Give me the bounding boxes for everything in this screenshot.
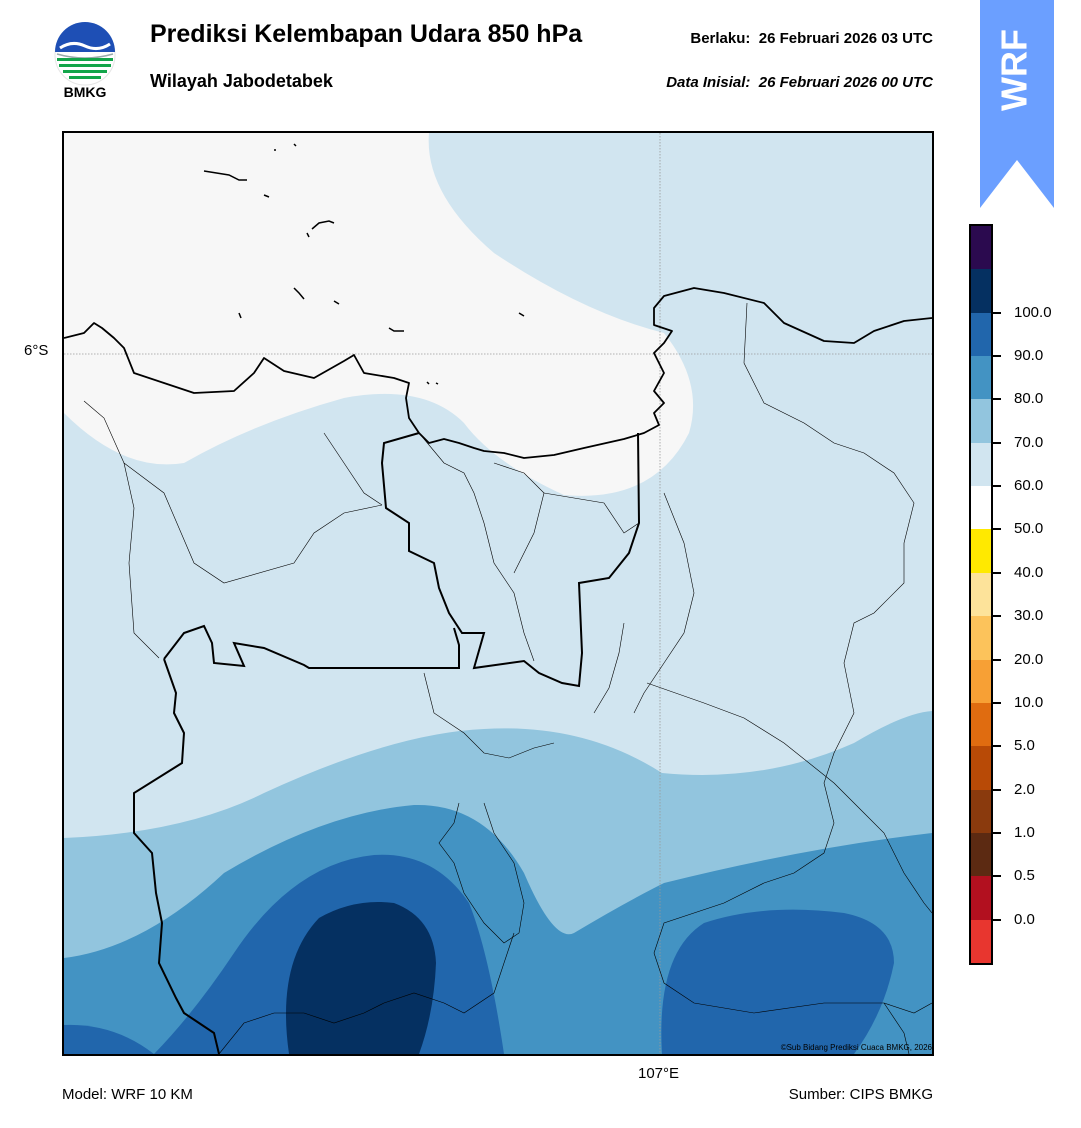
coastline (64, 287, 932, 459)
colorbar-segment (971, 789, 991, 833)
source-label: Sumber: CIPS BMKG (788, 1086, 933, 1103)
colorbar (969, 224, 993, 965)
colorbar-tick-label: 40.0 (1014, 563, 1044, 581)
band-80-90-southwest (64, 1024, 154, 1054)
map-subtitle: Wilayah Jabodetabek (150, 71, 333, 91)
colorbar-segment (971, 312, 991, 357)
province-boundary (380, 432, 641, 688)
colorbar-tick-label: 0.0 (1014, 910, 1035, 928)
thousand-islands (203, 143, 525, 385)
colorbar-segment (971, 875, 991, 920)
bmkg-logo-label: BMKG (63, 84, 107, 100)
colorbar-segment (971, 268, 991, 313)
colorbar-tick-label: 5.0 (1014, 737, 1035, 755)
colorbar-tick (993, 398, 1001, 401)
colorbar-segment (971, 572, 991, 617)
colorbar-segment (971, 702, 991, 747)
colorbar-tick (993, 875, 1001, 878)
longitude-label: 107°E (638, 1065, 680, 1082)
colorbar-tick (993, 528, 1001, 531)
valid-time-label: Berlaku: (690, 30, 751, 47)
colorbar-tick-label: 30.0 (1014, 607, 1044, 625)
band-below-50 (64, 133, 694, 496)
colorbar-tick (993, 788, 1001, 791)
wrf-badge-label: WRF (994, 29, 1035, 111)
colorbar-tick (993, 311, 1001, 314)
colorbar-segment (971, 355, 991, 400)
wrf-badge: WRF (980, 0, 1054, 208)
colorbar-tick (993, 918, 1001, 921)
colorbar-tick (993, 485, 1001, 488)
colorbar-tick (993, 441, 1001, 444)
colorbar-segment (971, 832, 991, 877)
colorbar-segment (971, 659, 991, 703)
colorbar-tick-label: 60.0 (1014, 477, 1044, 495)
bmkg-logo-icon (54, 22, 116, 86)
colorbar-tick-label: 90.0 (1014, 347, 1044, 365)
colorbar-tick-label: 1.0 (1014, 823, 1035, 841)
model-label: Model: WRF 10 KM (62, 1086, 193, 1103)
colorbar-tick-label: 50.0 (1014, 520, 1044, 538)
valid-time-value: 26 Februari 2026 03 UTC (758, 30, 933, 47)
latitude-label: 6°S (24, 342, 49, 359)
band-90-100 (285, 902, 436, 1054)
colorbar-segment (971, 225, 991, 270)
colorbar-segment (971, 398, 991, 443)
colorbar-tick-label: 0.5 (1014, 867, 1035, 885)
colorbar-segment (971, 528, 991, 573)
colorbar-tick-label: 80.0 (1014, 390, 1044, 408)
colorbar-segment (971, 745, 991, 790)
colorbar-tick (993, 658, 1001, 661)
colorbar-tick-label: 10.0 (1014, 693, 1044, 711)
colorbar-segment (971, 485, 991, 530)
colorbar-tick (993, 701, 1001, 704)
init-time-label: Data Inisial: (666, 74, 751, 91)
colorbar-tick (993, 615, 1001, 618)
map-title: Prediksi Kelembapan Udara 850 hPa (150, 20, 583, 48)
band-80-90-east (661, 909, 894, 1054)
colorbar-segment (971, 615, 991, 660)
humidity-map[interactable] (62, 131, 934, 1056)
init-time-value: 26 Februari 2026 00 UTC (758, 74, 933, 91)
colorbar-tick-label: 2.0 (1014, 780, 1035, 798)
colorbar-tick-label: 100.0 (1014, 303, 1052, 321)
colorbar-tick (993, 571, 1001, 574)
province-boundary-southwest (133, 658, 220, 1054)
colorbar-segment (971, 919, 991, 963)
province-boundary-west (163, 624, 460, 669)
colorbar-tick (993, 831, 1001, 834)
colorbar-segment (971, 442, 991, 487)
regency-boundaries (83, 302, 932, 1054)
valid-time: Berlaku: 26 Februari 2026 03 UTC (690, 30, 933, 47)
init-time: Data Inisial: 26 Februari 2026 00 UTC (666, 74, 933, 91)
colorbar-tick-label: 70.0 (1014, 433, 1044, 451)
colorbar-tick (993, 355, 1001, 358)
colorbar-tick (993, 745, 1001, 748)
map-credit: ©Sub Bidang Prediksi Cuaca BMKG, 2026 (780, 1043, 932, 1052)
colorbar-tick-label: 20.0 (1014, 650, 1044, 668)
